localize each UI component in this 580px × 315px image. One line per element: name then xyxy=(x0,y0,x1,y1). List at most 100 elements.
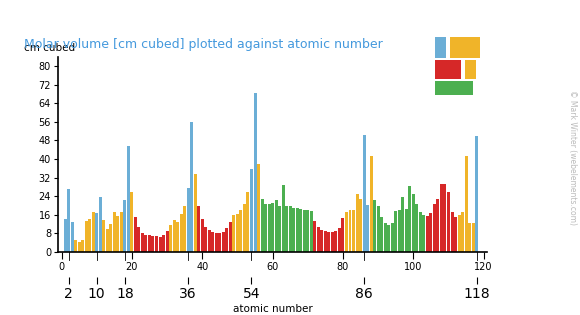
Bar xyxy=(169,225,172,252)
Bar xyxy=(64,220,67,252)
Bar xyxy=(465,60,476,79)
Bar xyxy=(74,240,77,252)
Bar xyxy=(274,200,278,252)
Bar xyxy=(95,213,98,252)
Bar xyxy=(356,194,358,252)
Bar xyxy=(415,204,418,252)
Bar xyxy=(278,206,281,252)
Bar xyxy=(444,184,447,252)
Bar xyxy=(141,233,144,252)
Bar xyxy=(440,184,443,252)
Bar xyxy=(229,222,232,252)
Bar xyxy=(317,227,320,252)
Bar xyxy=(373,200,376,252)
Bar xyxy=(376,206,380,252)
Bar xyxy=(472,223,474,252)
Bar xyxy=(412,194,415,252)
Bar xyxy=(176,221,179,252)
Bar xyxy=(401,197,404,252)
Bar xyxy=(71,221,74,252)
Bar xyxy=(454,217,457,252)
Bar xyxy=(461,213,464,252)
Bar xyxy=(85,220,88,252)
Bar xyxy=(124,199,126,252)
Bar xyxy=(345,212,348,252)
Bar xyxy=(250,169,253,252)
X-axis label: atomic number: atomic number xyxy=(233,303,313,313)
Bar xyxy=(144,235,147,252)
Bar xyxy=(468,223,471,252)
Bar xyxy=(306,210,309,252)
Bar xyxy=(380,217,383,252)
Bar xyxy=(158,237,161,252)
Bar xyxy=(419,212,422,252)
Bar xyxy=(197,206,200,252)
Bar xyxy=(422,215,425,252)
Bar xyxy=(398,210,401,252)
Bar xyxy=(299,209,302,252)
Bar xyxy=(352,210,355,252)
Bar xyxy=(435,60,462,79)
Bar xyxy=(426,216,429,252)
Bar xyxy=(451,213,454,252)
Bar xyxy=(387,225,390,252)
Bar xyxy=(253,93,256,252)
Bar xyxy=(437,199,440,252)
Bar xyxy=(183,206,186,252)
Bar xyxy=(78,242,81,252)
Bar xyxy=(222,232,225,252)
Bar xyxy=(369,156,372,252)
Bar xyxy=(458,215,461,252)
Bar xyxy=(335,231,338,252)
Bar xyxy=(190,122,193,252)
Bar xyxy=(120,212,123,252)
Bar xyxy=(320,230,323,252)
Bar xyxy=(226,228,229,252)
Text: Molar volume [cm cubed] plotted against atomic number: Molar volume [cm cubed] plotted against … xyxy=(24,38,382,51)
Bar xyxy=(201,220,204,252)
Bar xyxy=(102,220,105,252)
Text: cm cubed: cm cubed xyxy=(24,43,75,53)
Bar xyxy=(292,208,295,252)
Bar xyxy=(165,231,169,252)
Bar xyxy=(349,209,351,252)
Bar xyxy=(271,203,274,252)
Bar xyxy=(267,204,271,252)
Bar xyxy=(282,185,285,252)
Bar xyxy=(435,81,473,94)
Bar xyxy=(240,210,242,252)
Bar xyxy=(204,227,207,252)
Bar xyxy=(331,232,334,252)
Bar xyxy=(310,211,313,252)
Bar xyxy=(88,220,91,252)
Bar xyxy=(130,192,133,252)
Bar xyxy=(81,240,84,252)
Bar xyxy=(109,224,113,252)
Bar xyxy=(313,221,316,252)
Bar xyxy=(127,146,130,252)
Bar xyxy=(99,197,102,252)
Bar xyxy=(155,237,158,252)
Bar xyxy=(362,135,365,252)
Bar xyxy=(324,232,327,252)
Bar xyxy=(338,228,341,252)
Bar xyxy=(208,230,211,252)
Bar xyxy=(429,213,433,252)
Bar xyxy=(366,205,369,252)
Bar xyxy=(447,192,450,252)
Bar xyxy=(285,206,288,252)
Bar xyxy=(246,192,249,252)
Bar xyxy=(342,218,345,252)
Bar xyxy=(92,212,95,252)
Bar xyxy=(215,233,218,252)
Bar xyxy=(113,212,116,252)
Bar xyxy=(117,216,119,252)
Bar xyxy=(435,37,447,58)
Bar xyxy=(180,214,183,252)
Bar xyxy=(162,236,165,252)
Text: © Mark Winter (webelements.com): © Mark Winter (webelements.com) xyxy=(568,90,577,225)
Bar xyxy=(391,223,394,252)
Bar xyxy=(243,204,246,252)
Bar xyxy=(327,232,331,252)
Bar xyxy=(408,186,411,252)
